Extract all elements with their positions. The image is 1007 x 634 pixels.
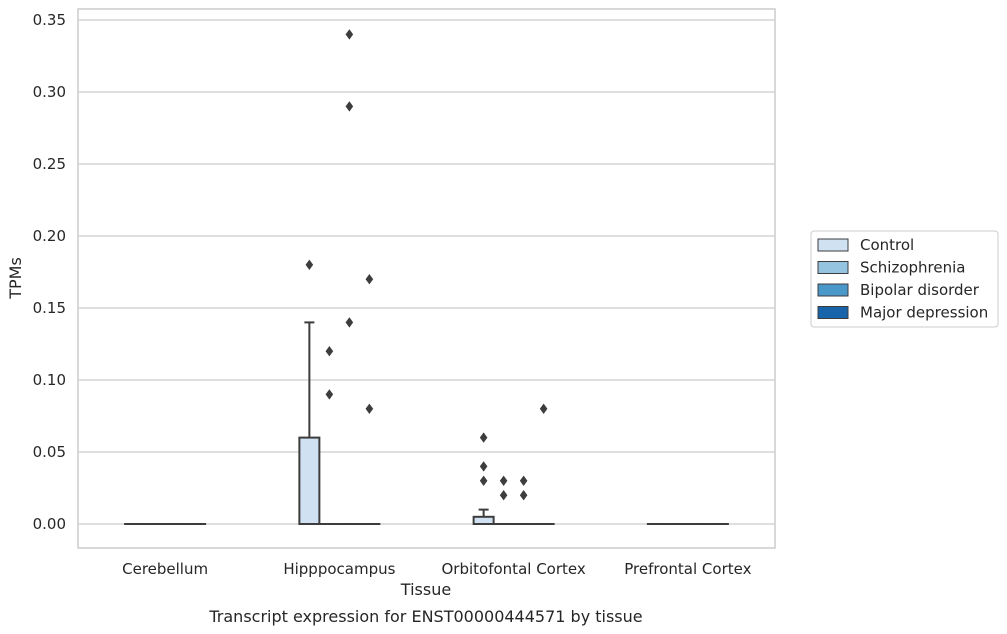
- y-tick-label: 0.00: [33, 515, 66, 533]
- outlier-point: [365, 403, 374, 414]
- box-schizophrenia: [318, 346, 341, 526]
- y-tick-label: 0.25: [33, 155, 66, 173]
- legend-label: Major depression: [860, 304, 988, 322]
- outlier-point: [345, 101, 354, 112]
- box-body: [472, 515, 495, 525]
- legend-label: Bipolar disorder: [860, 281, 980, 299]
- gridlines: [78, 19, 775, 525]
- box-major-depression: [358, 274, 381, 526]
- outlier-point: [345, 29, 354, 40]
- legend-swatch: [817, 238, 849, 252]
- outlier-point: [499, 490, 508, 501]
- plot-frame: [77, 8, 776, 549]
- chart-caption: Transcript expression for ENST0000044457…: [208, 607, 642, 626]
- box-major-depression: [532, 403, 555, 526]
- legend-label: Schizophrenia: [860, 259, 965, 277]
- y-tick-label: 0.30: [33, 83, 66, 101]
- x-tick-label: Hipppocampus: [283, 560, 395, 578]
- box-body: [298, 436, 321, 526]
- outlier-point: [479, 475, 488, 486]
- box-control: [298, 259, 321, 526]
- legend: Control Schizophrenia Bipolar disorder Majo…: [810, 230, 999, 328]
- outlier-point: [539, 403, 548, 414]
- y-axis-title: TPMs: [6, 257, 25, 300]
- legend-swatch: [817, 283, 849, 297]
- outlier-point: [479, 461, 488, 472]
- outlier-point: [365, 274, 374, 285]
- box-control: [472, 432, 495, 525]
- box-group: [124, 29, 729, 526]
- outlier-point: [325, 346, 334, 357]
- outlier-point: [345, 317, 354, 328]
- legend-label: Control: [860, 236, 914, 254]
- y-tick-label: 0.15: [33, 299, 66, 317]
- outlier-point: [499, 475, 508, 486]
- y-tick-label: 0.20: [33, 227, 66, 245]
- plot-background: [78, 9, 775, 548]
- outlier-point: [305, 259, 314, 270]
- x-tick-labels: Cerebellum Hipppocampus Orbitofontal Corte…: [122, 560, 751, 578]
- legend-swatch: [817, 306, 849, 319]
- y-tick-label: 0.05: [33, 443, 66, 461]
- x-tick-label: Cerebellum: [122, 560, 208, 578]
- x-axis-title: Tissue: [400, 580, 451, 599]
- x-tick-label: Orbitofontal Cortex: [442, 560, 586, 578]
- box-bipolar-disorder: [338, 29, 361, 526]
- outlier-point: [519, 490, 528, 501]
- y-tick-label: 0.35: [33, 11, 66, 29]
- outlier-point: [479, 432, 488, 443]
- legend-frame: [810, 230, 999, 328]
- x-tick-label: Prefrontal Cortex: [624, 560, 751, 578]
- legend-swatch: [817, 261, 849, 274]
- outlier-point: [325, 389, 334, 400]
- y-tick-label: 0.10: [33, 371, 66, 389]
- y-tick-labels: 0.00 0.05 0.10 0.15 0.20 0.25 0.30 0.35: [33, 11, 66, 533]
- outlier-point: [519, 475, 528, 486]
